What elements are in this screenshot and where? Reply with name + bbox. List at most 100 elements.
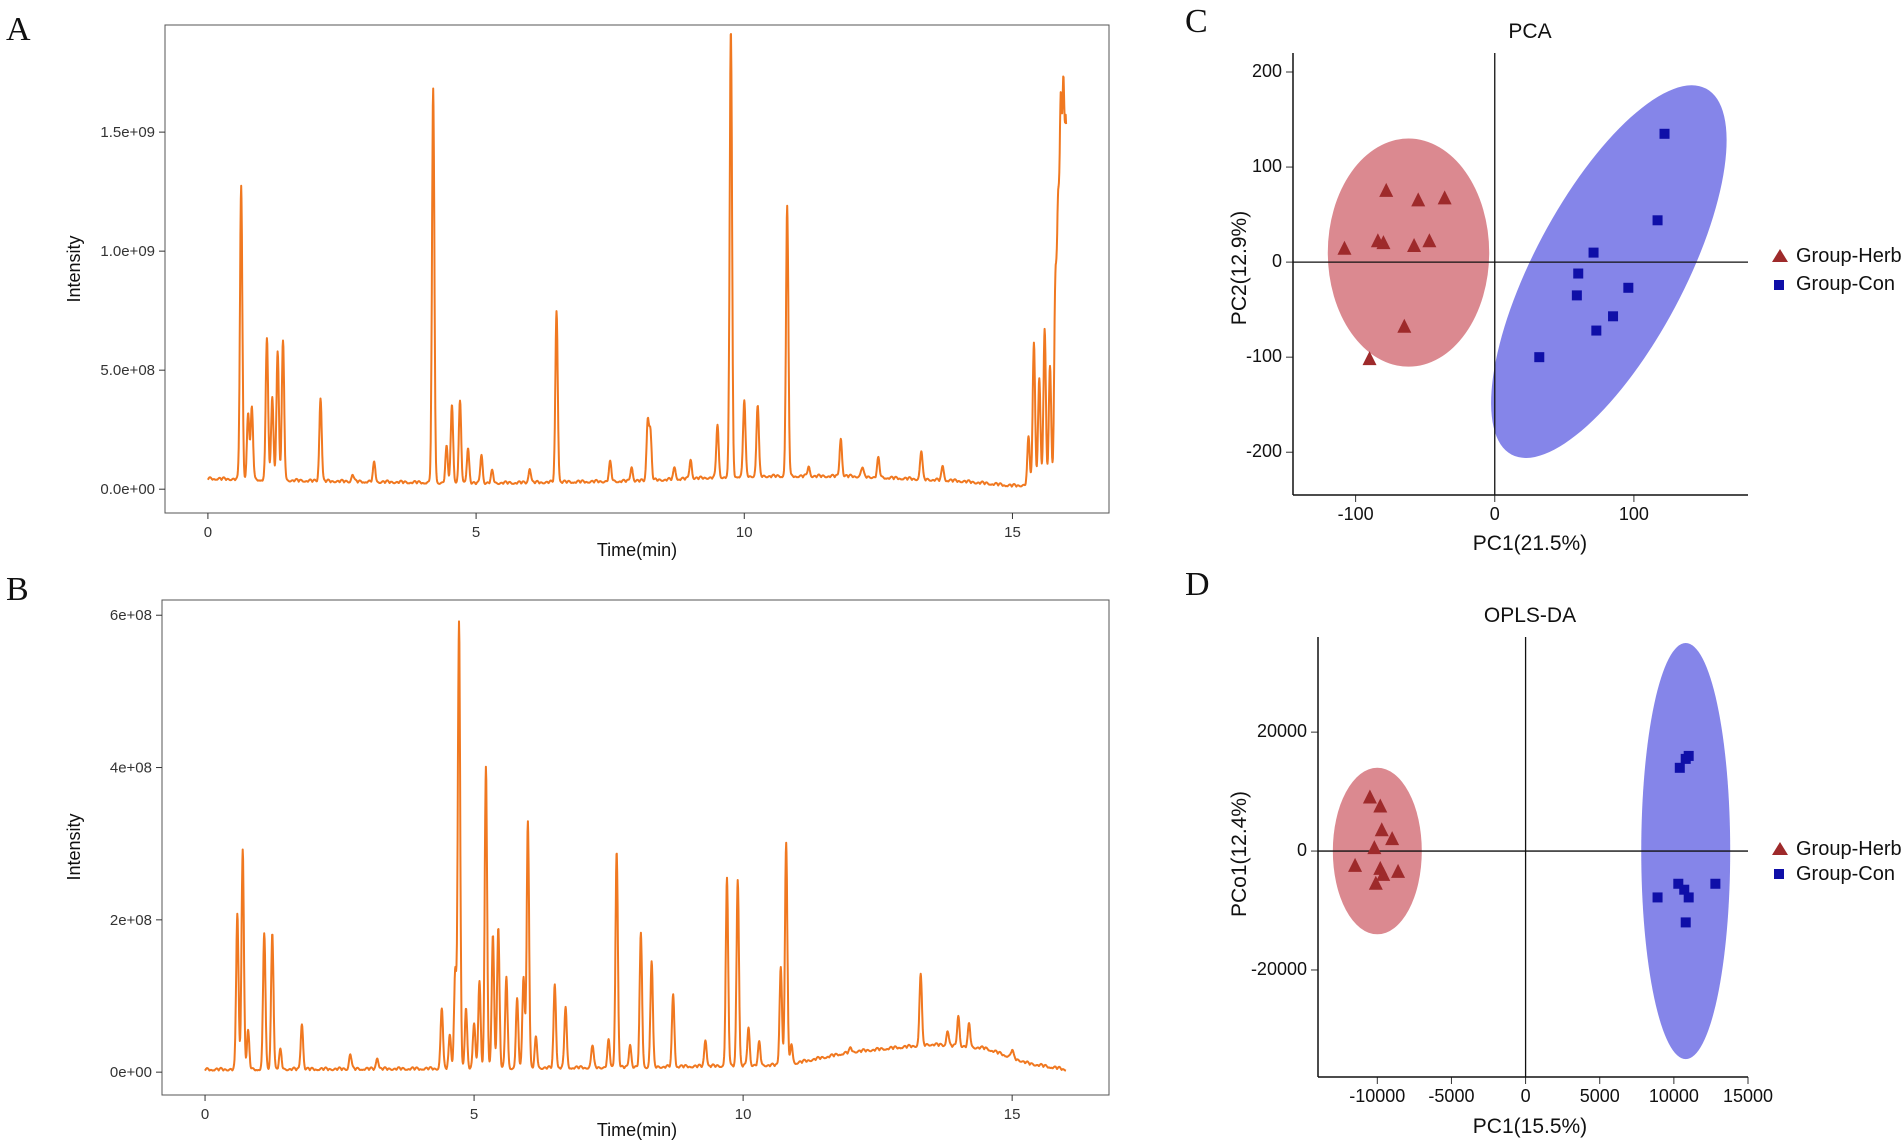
panel-a-x-axis-label: Time(min) [597,540,677,560]
panel-c-herb-point [1362,351,1377,366]
panel-c-x-tick-label: -100 [1338,504,1374,524]
panel-c-letter: C [1185,3,1208,40]
panel-d: D OPLS-DA -10000 -5000 0 5000 10000 15000 -200… [1185,566,1901,1138]
panel-b-x-axis-label: Time(min) [597,1120,677,1140]
panel-d-con-point [1673,878,1684,889]
panel-c-y-tick-label: 200 [1252,61,1282,81]
panel-d-x-tick-label: 0 [1521,1086,1531,1106]
panel-b-y-tick-label: 0e+00 [110,1064,152,1081]
panel-c-con-point [1608,311,1619,322]
panel-c-x-tick-label: 0 [1490,504,1500,524]
panel-d-x-axis-label: PC1(15.5%) [1473,1115,1587,1138]
panel-d-herb-point [1391,863,1406,878]
panel-d-herb-point [1374,822,1389,837]
panel-d-herb-point [1376,866,1391,881]
panel-a-y-tick-label: 1.5e+09 [100,124,155,141]
panel-b-y-axis-label: Intensity [64,813,84,880]
panel-a-y-tick-label: 1.0e+09 [100,243,155,260]
panel-c-con-point [1534,352,1545,363]
panel-a-x-tick-label: 15 [1004,524,1021,541]
panel-d-con-point [1710,878,1721,889]
panel-a-y-tick-label: 0.0e+00 [100,481,155,498]
panel-d-herb-point [1373,798,1388,813]
panel-c-ellipse-herb [1327,138,1490,367]
panel-d-legend-con-label: Group-Con [1796,863,1895,885]
panel-a: A 0 5 10 15 0.0e+00 5.0e+08 1.0e+09 1.5e+09 Tim… [6,11,1110,560]
panel-d-legend: Group-Herb Group-Con [1772,838,1901,885]
panel-c-title: PCA [1508,20,1551,43]
panel-b-chromatogram-line [204,620,1067,1072]
panel-c-legend-herb-triangle-icon [1772,249,1788,262]
panel-a-x-tick-label: 10 [736,524,753,541]
panel-c-legend-herb-label: Group-Herb [1796,245,1901,267]
panel-d-con-point [1683,892,1694,903]
panel-c-con-point [1659,128,1670,139]
panel-a-x-tick-label: 5 [472,524,480,541]
panel-d-legend-con-square-icon [1774,869,1784,879]
panel-d-con-point [1652,892,1663,903]
panel-d-herb-point [1367,840,1382,855]
panel-a-chromatogram-line [207,33,1068,488]
panel-c-y-axis-label: PC2(12.9%) [1228,211,1251,325]
panel-d-x-tick-label: -10000 [1349,1086,1405,1106]
panel-c-ellipse-con [1491,85,1727,458]
panel-b-x-tick-label: 0 [201,1106,209,1123]
panel-a-letter: A [6,11,31,48]
panel-a-x-tick-label: 0 [204,524,212,541]
panel-b-plot-area [161,599,1110,1096]
panel-a-y-tick-label: 5.0e+08 [100,362,155,379]
panel-c-con-point [1652,215,1663,226]
panel-c: C PCA -100 0 100 -200 -100 0 100 200 PC1(21.5%)… [1185,3,1901,555]
panel-d-herb-point [1348,857,1363,872]
panel-b-y-tick-label: 4e+08 [110,760,152,777]
panel-c-y-tick-label: 100 [1252,156,1282,176]
panel-c-marks: -100 0 100 -200 -100 0 100 200 [1246,53,1748,524]
panel-d-y-tick-label: 0 [1297,840,1307,860]
panel-d-x-tick-label: -5000 [1428,1086,1474,1106]
panel-c-legend: Group-Herb Group-Con [1772,245,1901,295]
panel-c-herb-point [1422,233,1437,248]
panel-d-x-tick-label: 5000 [1580,1086,1620,1106]
panel-c-con-point [1623,282,1634,293]
panel-c-herb-point [1397,318,1412,333]
panel-b-letter: B [6,571,29,608]
panel-c-con-point [1591,325,1602,336]
panel-c-x-tick-label: 100 [1619,504,1649,524]
panel-c-herb-point [1379,182,1394,197]
panel-d-letter: D [1185,566,1210,603]
panel-d-y-axis-label: PCo1(12.4%) [1228,791,1251,917]
panel-c-y-tick-label: -200 [1246,441,1282,461]
panel-b-x-tick-label: 15 [1004,1106,1021,1123]
panel-d-y-tick-label: -20000 [1251,959,1307,979]
panel-b-y-tick-label: 6e+08 [110,607,152,624]
panel-d-x-tick-label: 10000 [1649,1086,1699,1106]
panel-b-x-tick-label: 10 [735,1106,752,1123]
panel-d-y-tick-label: 20000 [1257,721,1307,741]
panel-b-y-tick-label: 2e+08 [110,912,152,929]
panel-c-herb-point [1376,235,1391,250]
panel-b: B 0 5 10 15 0e+00 2e+08 4e+08 6e+08 Time(min) I… [6,571,1110,1140]
panel-d-legend-herb-triangle-icon [1772,842,1788,855]
panel-d-legend-herb-label: Group-Herb [1796,838,1901,860]
panel-c-herb-point [1337,240,1352,255]
panel-c-herb-point [1437,190,1452,205]
panel-d-title: OPLS-DA [1484,604,1576,627]
panel-c-x-axis-label: PC1(21.5%) [1473,532,1587,555]
panel-c-con-point [1573,268,1584,279]
panel-d-marks: -10000 -5000 0 5000 10000 15000 -20000 0 20000 [1251,637,1773,1106]
panel-c-y-tick-label: -100 [1246,346,1282,366]
panel-c-herb-point [1411,192,1426,207]
panel-a-plot-area [164,24,1110,514]
panel-d-con-point [1679,884,1690,895]
panel-d-herb-point [1368,875,1383,890]
panel-c-con-point [1571,290,1582,301]
panel-b-marks: 0 5 10 15 0e+00 2e+08 4e+08 6e+08 [110,607,1067,1123]
panel-d-herb-point [1362,789,1377,804]
panel-b-x-tick-label: 5 [470,1106,478,1123]
panel-c-herb-point [1407,237,1422,252]
panel-a-y-axis-label: Intensity [64,235,84,302]
panel-a-marks: 0 5 10 15 0.0e+00 5.0e+08 1.0e+09 1.5e+09 [100,33,1068,541]
panel-d-con-point [1680,753,1691,764]
panel-c-con-point [1588,247,1599,258]
